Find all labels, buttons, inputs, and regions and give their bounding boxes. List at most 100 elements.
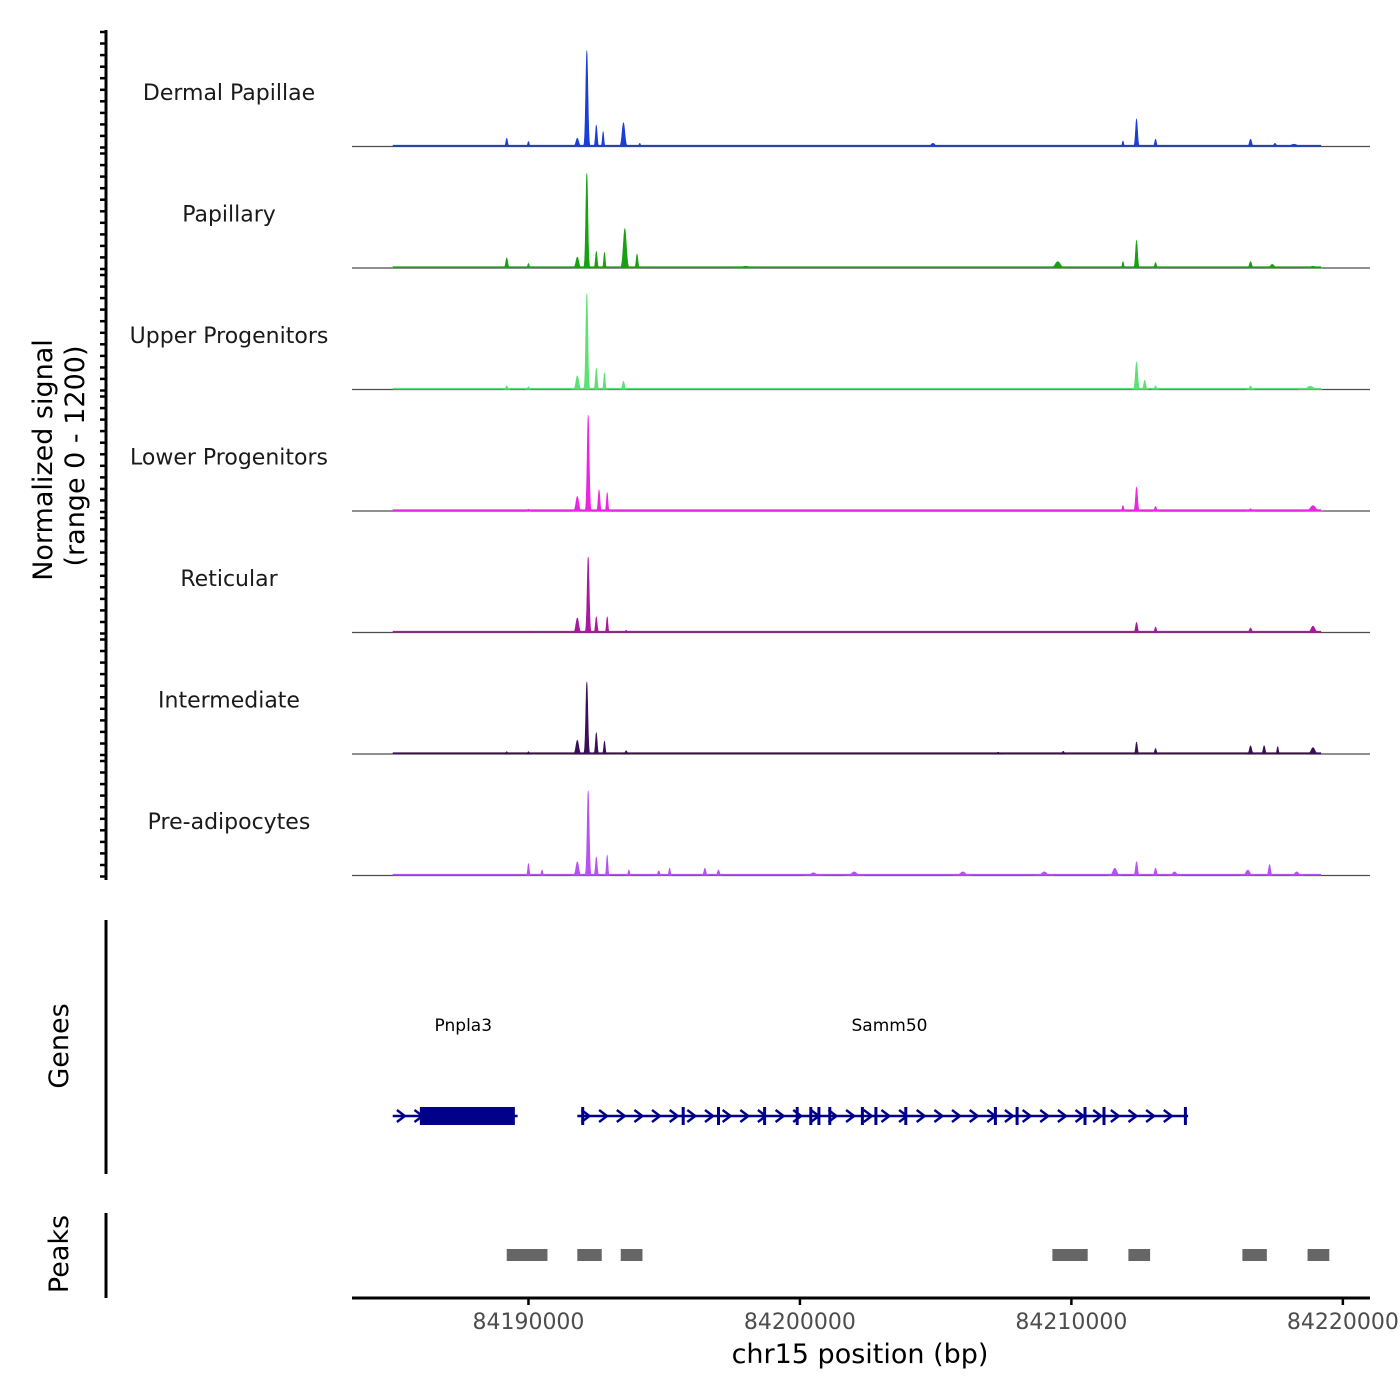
strand-arrow [1163,1109,1174,1123]
gene-exon [817,1107,821,1125]
x-tick-label: 84210000 [1015,1310,1127,1335]
signal-peak [583,790,593,876]
strand-arrow [1127,1109,1139,1123]
x-tick-label: 84200000 [744,1310,856,1335]
x-tick-label: 84220000 [1287,1310,1399,1335]
signal-peak [525,263,532,269]
strand-arrow [1145,1109,1157,1123]
strand-arrow [616,1109,627,1123]
signal-peak [525,386,532,390]
signal-peak [582,293,592,390]
signal-peak [1270,142,1280,147]
peak-region [1242,1249,1267,1261]
signal-peak [603,854,611,876]
signal-peak [666,867,673,876]
signal-peak [1152,138,1159,147]
signal-peak [595,488,603,512]
gene-exon [993,1107,997,1125]
gene-track: Pnpla3 Samm50 [392,1016,1189,1125]
signal-peak [993,751,1003,755]
strand-arrow [1039,1109,1051,1123]
strand-arrow [951,1109,962,1123]
signal-peak [1140,379,1149,390]
track-label: Upper Progenitors [130,324,329,349]
strand-arrow [721,1109,733,1123]
gene-exon [795,1107,799,1125]
signal-peak [1133,741,1140,755]
strand-arrow [651,1109,662,1123]
signal-peak [583,415,593,512]
signal-peak [1132,117,1141,147]
signal-peak [1048,261,1068,269]
strand-arrow [668,1109,680,1123]
track-label: Papillary [182,203,276,228]
signal-peak [599,131,607,147]
signal-peak [1152,748,1159,755]
track-label: Pre-adipocytes [148,810,311,835]
signal-peak [571,617,583,633]
signal-peak [1246,627,1255,633]
gene-exon [828,1107,832,1125]
x-tick-label: 84190000 [472,1310,584,1335]
signal-peak [592,250,601,269]
peak-region [506,1249,548,1261]
signal-peak [623,629,630,633]
signal-peak [1246,508,1255,512]
signal-peak [503,751,511,755]
signal-peak [1120,505,1126,512]
signal-peak [1289,871,1305,876]
signal-peak [1120,140,1126,147]
gene-exon [1183,1107,1187,1125]
signal-peak [844,871,864,876]
signal-peak [582,50,592,147]
signal-peak [1246,138,1255,147]
signal-peak [1152,262,1159,269]
signal-peak [601,740,608,755]
gene-exon [717,1107,720,1125]
y-axis-title: Normalized signal [28,339,59,581]
signal-peak [1264,264,1280,269]
gene-label: Samm50 [852,1016,928,1036]
strand-arrow [633,1109,645,1123]
signal-peak [1132,239,1141,269]
x-axis-title: chr15 position (bp) [732,1339,989,1370]
gene-exon [904,1107,908,1125]
signal-peak [1152,506,1159,512]
signal-peak [592,731,601,755]
signal-peak [1246,745,1255,755]
gene-label: Pnpla3 [435,1016,492,1036]
signal-peak [1120,261,1126,269]
signal-peak [603,491,611,512]
signal-peak [603,616,611,633]
signal-peak [1305,747,1321,755]
signal-peak [618,227,631,269]
signal-peak [1281,143,1307,147]
signal-peak [582,681,592,755]
signal-peak [733,265,758,269]
signal-peak [636,142,643,147]
signal-peak [1303,505,1323,512]
peak-track [506,1249,1330,1261]
gene-exon [874,1107,878,1125]
signal-peak [1131,361,1142,390]
signal-peak [592,367,601,390]
peak-region [1052,1249,1088,1261]
signal-peak [571,861,583,876]
signal-peak [1246,261,1255,269]
signal-peak [525,630,532,633]
strand-arrow [739,1109,751,1123]
signal-peak [654,870,663,876]
signal-peak [1298,386,1323,390]
signal-peak [525,141,532,147]
strand-arrow [915,1109,927,1123]
signal-tracks: Dermal Papillae Papillary Upper Progenitor… [130,50,1370,877]
strand-arrow [1004,1109,1015,1123]
signal-peak [1132,486,1141,512]
y-axis-title-range: (range 0 - 1200) [60,346,91,567]
signal-peak [592,616,601,633]
signal-peak [1152,385,1159,390]
peak-region [620,1249,643,1261]
track-label: Intermediate [158,689,300,714]
gene-exon [860,1107,864,1125]
signal-peak [1107,867,1123,876]
